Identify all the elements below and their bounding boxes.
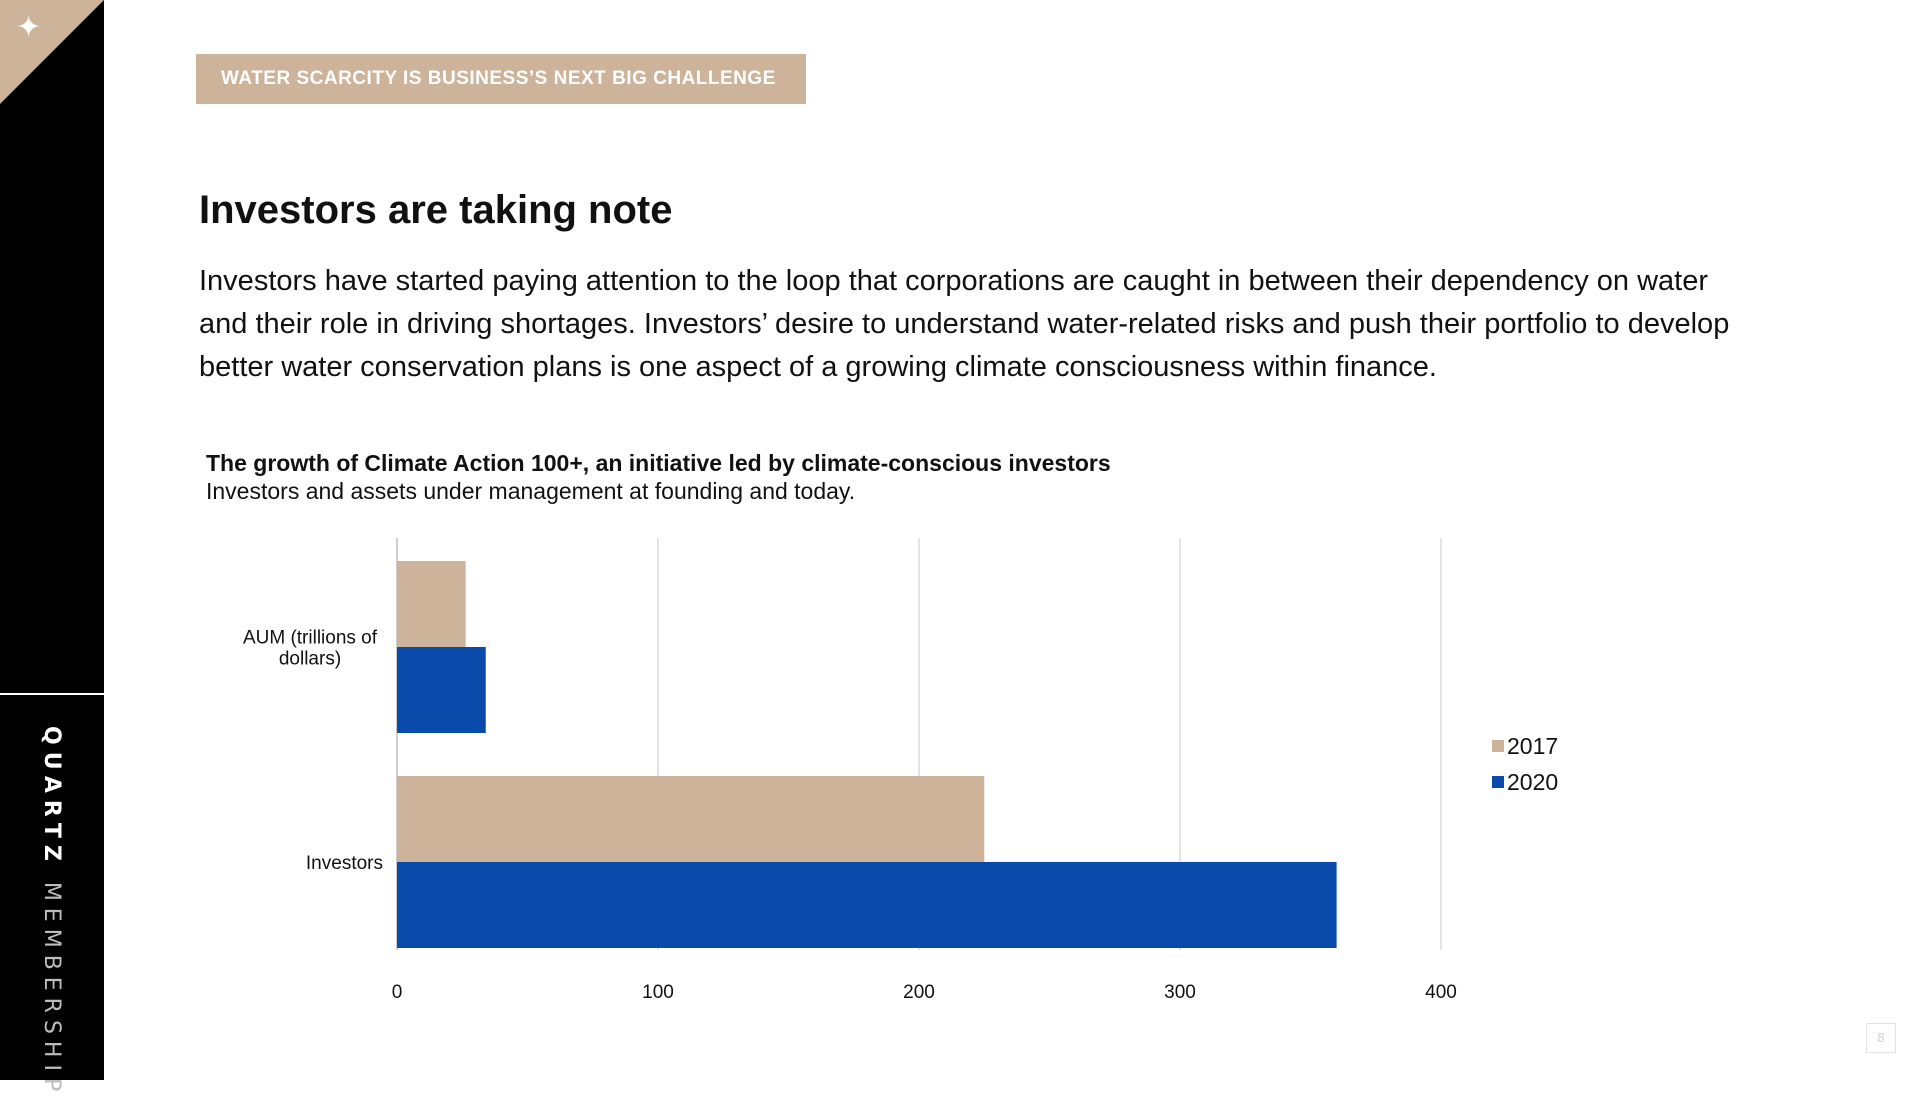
sidebar: ✦ QUARTZ MEMBERSHIP (0, 0, 104, 1098)
star-icon: ✦ (16, 10, 42, 45)
x-tick-label: 200 (903, 982, 935, 1003)
category-label: AUM (trillions of (243, 628, 378, 649)
category-label: dollars) (279, 649, 341, 670)
page-number: 8 (1866, 1023, 1896, 1053)
chart-subtitle: Investors and assets under management at… (206, 478, 856, 504)
corner-accent (0, 0, 104, 104)
x-tick-label: 400 (1425, 982, 1457, 1003)
section-tag: WATER SCARCITY IS BUSINESS’S NEXT BIG CH… (196, 54, 806, 104)
legend-swatch-2017 (1492, 740, 1504, 752)
bar-2020 (397, 647, 486, 733)
body-paragraph: Investors have started paying attention … (199, 265, 1730, 383)
legend-label: 2020 (1507, 769, 1558, 795)
bar-2017 (397, 776, 985, 862)
sidebar-divider (0, 693, 104, 695)
legend-label: 2017 (1507, 733, 1558, 759)
x-tick-label: 300 (1164, 982, 1196, 1003)
x-tick-label: 100 (642, 982, 674, 1003)
bar-2017 (397, 561, 466, 647)
page-title: Investors are taking note (199, 188, 673, 232)
x-tick-label: 0 (392, 982, 403, 1003)
legend-swatch-2020 (1492, 776, 1504, 788)
chart-title: The growth of Climate Action 100+, an in… (206, 450, 1111, 476)
category-label: Investors (306, 853, 383, 874)
bar-2020 (397, 862, 1337, 948)
